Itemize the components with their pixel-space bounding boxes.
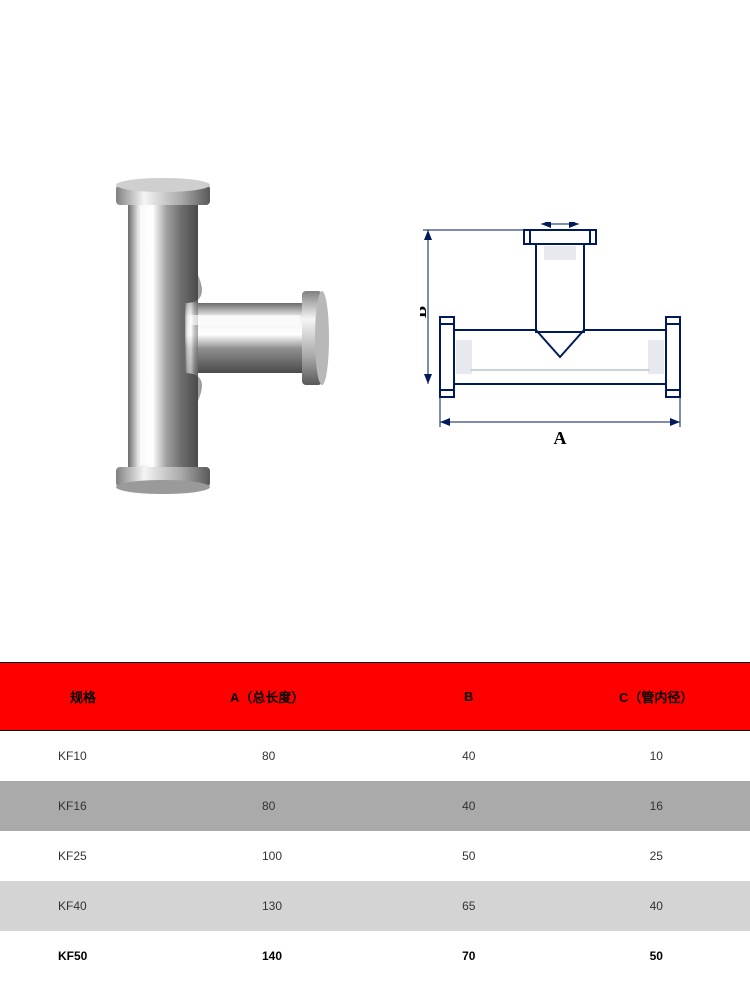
- col-spec: 规格: [0, 663, 180, 731]
- col-a: A（总长度）: [180, 663, 375, 731]
- cell-a: 130: [180, 881, 375, 931]
- table-row: KF25 100 50 25: [0, 831, 750, 881]
- cell-a: 80: [180, 781, 375, 831]
- cell-b: 40: [375, 731, 563, 782]
- spec-table: 规格 A（总长度） B C（管内径） KF10 80 40 10 KF16 80…: [0, 662, 750, 981]
- image-area: A B C: [0, 0, 750, 540]
- table-row: KF16 80 40 16: [0, 781, 750, 831]
- table-row: KF10 80 40 10: [0, 731, 750, 782]
- col-c: C（管内径）: [563, 663, 750, 731]
- table-header-row: 规格 A（总长度） B C（管内径）: [0, 663, 750, 731]
- diagram-label-b: B: [420, 306, 430, 318]
- spec-table-wrap: 规格 A（总长度） B C（管内径） KF10 80 40 10 KF16 80…: [0, 662, 750, 981]
- cell-a: 100: [180, 831, 375, 881]
- cell-b: 50: [375, 831, 563, 881]
- diagram-label-a: A: [554, 428, 567, 448]
- cell-c: 16: [563, 781, 750, 831]
- cell-b: 65: [375, 881, 563, 931]
- cell-c: 40: [563, 881, 750, 931]
- technical-diagram: A B C: [420, 222, 700, 462]
- cell-c: 10: [563, 731, 750, 782]
- cell-c: 50: [563, 931, 750, 981]
- table-row: KF50 140 70 50: [0, 931, 750, 981]
- cell-b: 40: [375, 781, 563, 831]
- cell-b: 70: [375, 931, 563, 981]
- table-row: KF40 130 65 40: [0, 881, 750, 931]
- cell-c: 25: [563, 831, 750, 881]
- product-photo: [70, 175, 350, 495]
- col-b: B: [375, 663, 563, 731]
- cell-spec: KF40: [0, 881, 180, 931]
- cell-spec: KF25: [0, 831, 180, 881]
- cell-spec: KF16: [0, 781, 180, 831]
- cell-a: 140: [180, 931, 375, 981]
- cell-spec: KF10: [0, 731, 180, 782]
- cell-spec: KF50: [0, 931, 180, 981]
- cell-a: 80: [180, 731, 375, 782]
